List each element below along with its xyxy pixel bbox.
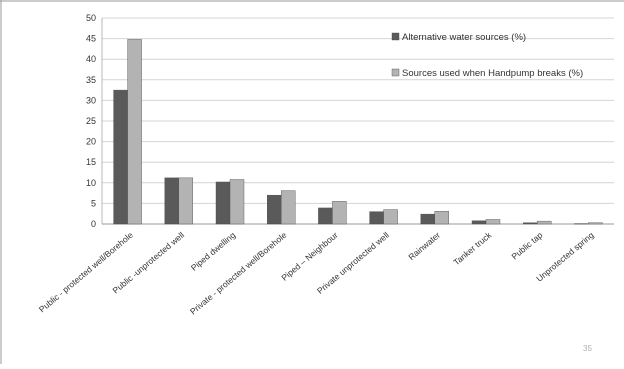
y-tick-label: 35 <box>86 75 96 85</box>
y-tick-label: 40 <box>86 54 96 64</box>
y-tick-label: 20 <box>86 137 96 147</box>
page-number: 35 <box>583 344 592 353</box>
bar-series-1 <box>215 181 231 225</box>
y-tick-label: 50 <box>86 13 96 23</box>
bar-series-2 <box>281 190 296 225</box>
y-tick-label: 25 <box>86 116 96 126</box>
x-tick-label: Rainwater <box>406 230 442 262</box>
y-tick-label: 15 <box>86 157 96 167</box>
bar-series-1 <box>318 207 333 225</box>
bar-series-1 <box>164 177 180 225</box>
y-tick-label: 0 <box>91 219 96 229</box>
bar-series-2 <box>127 39 142 225</box>
bar-series-2 <box>383 209 398 225</box>
bar-series-1 <box>267 194 282 225</box>
bar-series-2 <box>537 220 552 225</box>
bar-series-1 <box>523 222 538 225</box>
legend-label: Sources used when Handpump breaks (%) <box>402 68 583 79</box>
y-tick-label: 45 <box>86 34 96 44</box>
x-tick-label: Tanker truck <box>451 229 493 267</box>
legend-label: Alternative water sources (%) <box>402 32 526 43</box>
y-tick-label: 10 <box>86 178 96 188</box>
y-tick-label: 30 <box>86 95 96 105</box>
bar-series-2 <box>178 177 194 225</box>
legend-swatch <box>391 32 400 41</box>
bar-series-2 <box>485 219 501 225</box>
x-tick-label: Public tap <box>509 230 544 262</box>
bar-series-2 <box>588 222 603 225</box>
bar-series-2 <box>229 179 245 225</box>
x-tick-label: Piped dwelling <box>189 230 238 273</box>
bar-series-1 <box>113 89 128 225</box>
bar-series-1 <box>369 211 384 225</box>
legend-swatch <box>391 68 400 77</box>
y-tick-label: 5 <box>91 198 96 208</box>
bar-series-2 <box>434 211 449 225</box>
bar-series-1 <box>574 223 589 225</box>
bar-series-1 <box>420 213 435 225</box>
x-tick-label: Public - protected well/Borehole <box>37 230 135 315</box>
x-tick-label: Private - protected well/Borehole <box>188 230 289 317</box>
bar-series-2 <box>332 201 347 225</box>
bar-series-1 <box>471 220 487 225</box>
